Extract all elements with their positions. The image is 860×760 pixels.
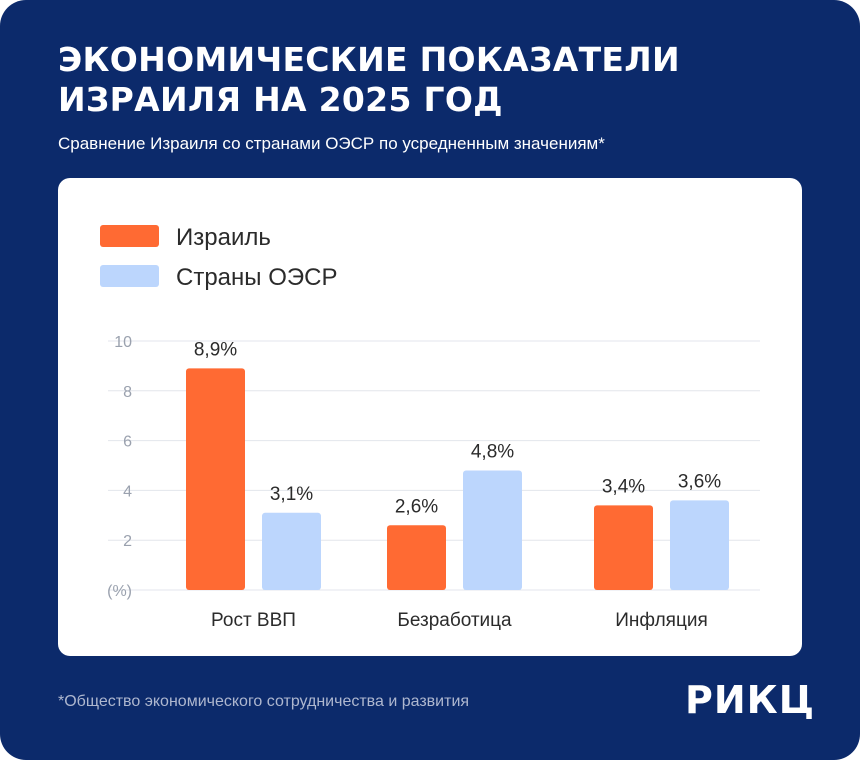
- data-label: 8,9%: [194, 339, 237, 360]
- x-tick-label: Рост ВВП: [211, 610, 296, 631]
- bar: [670, 500, 729, 590]
- x-tick-label: Инфляция: [615, 610, 708, 631]
- page-subtitle: Сравнение Израиля со странами ОЭСР по ус…: [58, 134, 605, 153]
- brand-logo: РИКЦ: [685, 678, 815, 722]
- y-tick-label: 10: [114, 334, 132, 351]
- y-tick-label: 4: [123, 483, 132, 500]
- bar: [262, 512, 321, 590]
- legend-swatch-2: [100, 265, 159, 287]
- bar: [387, 525, 446, 590]
- legend-label-1: Израиль: [176, 224, 271, 251]
- y-tick-label: 2: [123, 533, 132, 550]
- y-tick-label: (%): [107, 583, 132, 600]
- page-title: ЭКОНОМИЧЕСКИЕ ПОКАЗАТЕЛИ ИЗРАИЛЯ НА 2025…: [58, 40, 680, 119]
- data-label: 2,6%: [395, 496, 438, 517]
- bar: [186, 368, 245, 590]
- footnote: *Общество экономического сотрудничества …: [58, 693, 470, 710]
- bar-chart: Израиль Страны ОЭСР (%) 2 4 6 8 10 8,9% 3,1% Рост …: [100, 224, 760, 631]
- y-tick-label: 8: [123, 384, 132, 401]
- y-tick-label: 6: [123, 434, 132, 451]
- legend-label-2: Страны ОЭСР: [176, 264, 337, 291]
- legend-swatch-1: [100, 225, 159, 247]
- bar: [594, 505, 653, 590]
- chart-card: Израиль Страны ОЭСР (%) 2 4 6 8 10 8,9% 3,1% Рост …: [58, 178, 802, 656]
- data-label: 3,1%: [270, 484, 313, 505]
- data-label: 3,4%: [602, 476, 645, 497]
- data-label: 3,6%: [678, 471, 721, 492]
- data-label: 4,8%: [471, 441, 514, 462]
- x-tick-label: Безработица: [397, 610, 512, 631]
- bar: [463, 470, 522, 590]
